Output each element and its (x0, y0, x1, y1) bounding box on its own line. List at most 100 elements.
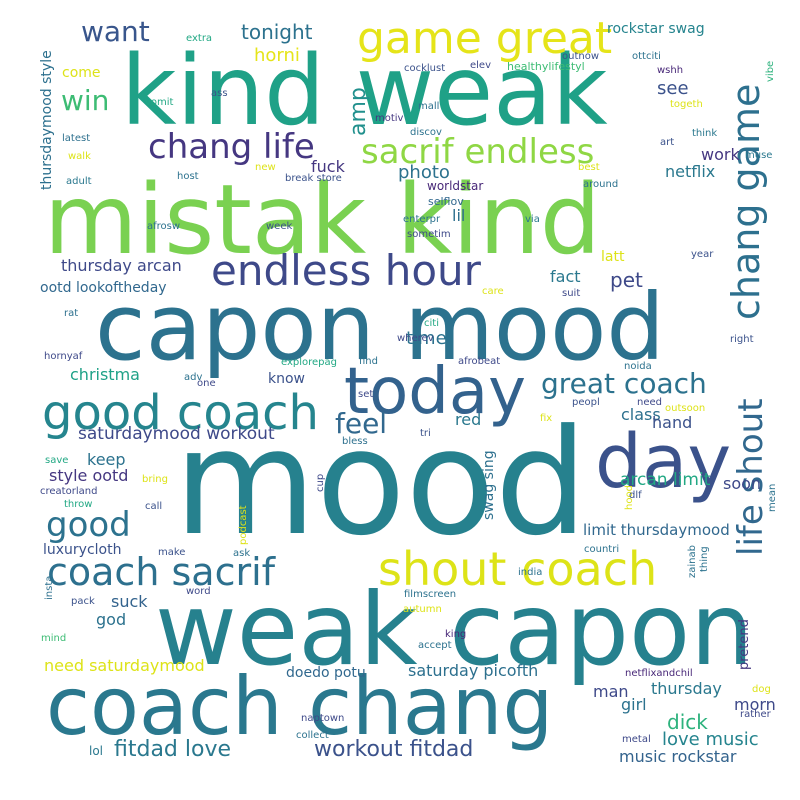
word: saturday picofth (408, 661, 539, 680)
word: netflix (665, 162, 716, 181)
word: tonight (241, 20, 313, 44)
word: horni (254, 45, 300, 66)
word: feel (335, 407, 388, 440)
word: adv (184, 372, 203, 383)
word: hand (652, 413, 693, 432)
word: care (482, 286, 504, 297)
word: dog (752, 684, 771, 695)
word: shout coach (378, 542, 658, 596)
word: ask (233, 548, 251, 559)
word: rat (64, 308, 79, 319)
word: netflixandchil (625, 668, 693, 679)
word: noida (624, 361, 652, 372)
word: mean (767, 483, 778, 512)
word: metal (622, 734, 651, 745)
word: thursday (651, 679, 722, 698)
word: god (96, 610, 127, 629)
word: vomit (145, 97, 174, 108)
word: chang game (724, 83, 768, 320)
word: wherev (397, 333, 434, 344)
word: game great (357, 13, 613, 64)
word: good coach (42, 385, 319, 441)
word: swag sing (481, 450, 497, 520)
word: mood (174, 398, 588, 568)
word: latt (601, 249, 625, 265)
word: come (62, 65, 101, 81)
word: call (145, 501, 163, 512)
word: kind weak (121, 35, 608, 147)
word: love music (662, 729, 759, 750)
word: togeth (670, 99, 703, 110)
word: muse (745, 150, 773, 161)
word: afrobeat (458, 356, 501, 367)
word: saturdaymood workout (78, 424, 275, 444)
word: fuck (311, 157, 345, 176)
word: elev (470, 60, 492, 71)
word: new (255, 162, 276, 173)
word: citi (424, 318, 439, 329)
word: rockstar swag (607, 21, 705, 37)
word: day (595, 419, 732, 505)
word: sometim (407, 229, 451, 240)
word: pet (610, 268, 643, 292)
word: keep (87, 450, 126, 469)
word: mall (418, 101, 440, 112)
word: ottciti (632, 51, 661, 62)
word: thursdaymood style (39, 50, 55, 190)
word: autumn (403, 604, 442, 615)
word: class (621, 405, 661, 424)
word: week (266, 221, 293, 232)
word: filmscreen (404, 589, 457, 600)
word: wshh (657, 65, 684, 76)
word: thing (699, 546, 710, 572)
word: set (358, 389, 374, 400)
word: want (81, 15, 150, 48)
word: fact (550, 267, 581, 286)
word: dick (667, 710, 708, 734)
word: thursday arcan (61, 256, 182, 275)
word: accept (418, 640, 452, 651)
word: see (657, 78, 689, 99)
word: man (593, 682, 629, 701)
word: mistak kind (44, 164, 601, 276)
word: extra (186, 33, 213, 44)
word: afrosw (147, 221, 181, 232)
word: adult (66, 176, 92, 187)
word: soon (723, 474, 762, 493)
word: know (268, 371, 305, 387)
word: capon mood (95, 274, 665, 381)
word: right (730, 334, 754, 345)
word: motiv (375, 113, 404, 124)
word: zainab (687, 545, 698, 578)
word: work (701, 145, 740, 164)
word: limit thursdaymood (583, 521, 730, 539)
word: win (61, 84, 110, 117)
word: outsoon (665, 403, 706, 414)
word: ass (211, 88, 228, 99)
word: pack (71, 596, 95, 607)
word: workout fitdad (314, 737, 474, 762)
word: word (186, 586, 211, 597)
word: one (197, 378, 216, 389)
word: morn (734, 695, 776, 714)
word: girl (621, 695, 647, 714)
word: great coach (541, 367, 707, 400)
word: mind (41, 633, 67, 644)
word: ootd lookoftheday (40, 280, 167, 296)
word: doedo potu (286, 665, 366, 681)
word: rather (740, 709, 771, 720)
word: explorepag (281, 357, 338, 368)
word: latest (62, 133, 91, 144)
word: selflov (428, 195, 464, 208)
word: discov (410, 127, 442, 138)
word: cup (315, 473, 326, 492)
word: bless (342, 436, 368, 447)
word: year (691, 249, 714, 260)
word: india (518, 567, 543, 578)
word: lil (452, 206, 466, 225)
word: sacrif endless (361, 132, 595, 172)
word: make (158, 547, 186, 558)
word: christma (70, 365, 140, 384)
word: countri (584, 544, 620, 555)
word: save (45, 455, 69, 466)
